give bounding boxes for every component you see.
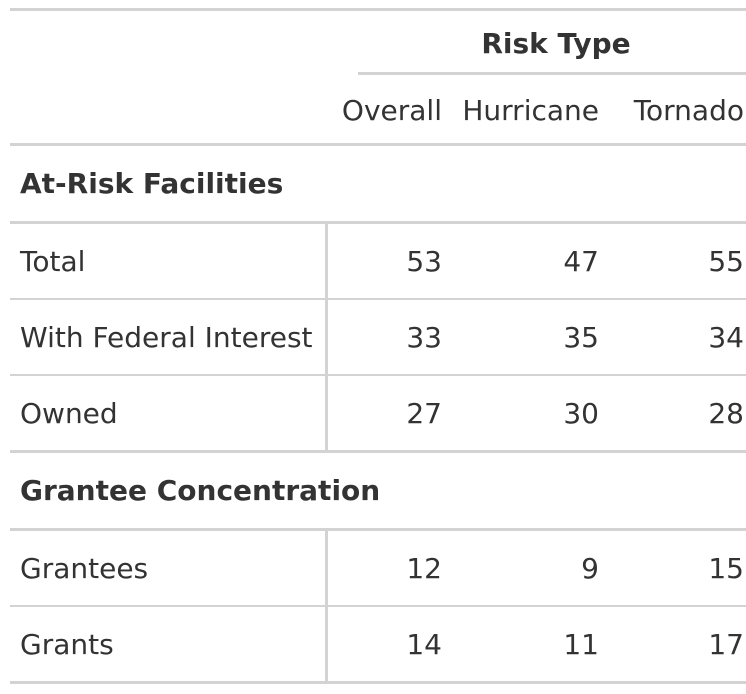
group-row: Grantee Concentration (10, 451, 746, 531)
cell-tornado: 55 (609, 222, 746, 300)
column-label-hurricane: Hurricane (452, 77, 609, 146)
column-labels-row: Overall Hurricane Tornado (10, 77, 746, 146)
table-row: Total 53 47 55 (10, 222, 746, 300)
column-spanner: Risk Type (326, 10, 746, 78)
cell-overall: 53 (326, 222, 452, 300)
risk-table: Risk Type Overall Hurricane Tornado At-R… (10, 8, 746, 684)
table-row: Owned 27 30 28 (10, 375, 746, 453)
table-row: Grantees 12 9 15 (10, 529, 746, 607)
cell-tornado: 28 (609, 375, 746, 453)
stub-column-label (10, 77, 326, 146)
row-label: With Federal Interest (10, 299, 328, 376)
cell-overall: 33 (326, 299, 452, 376)
cell-hurricane: 30 (452, 375, 609, 453)
table-row: With Federal Interest 33 35 34 (10, 299, 746, 376)
table-header: Risk Type Overall Hurricane Tornado (10, 10, 746, 146)
cell-overall: 14 (326, 606, 452, 684)
cell-hurricane: 11 (452, 606, 609, 684)
row-label: Owned (10, 375, 328, 453)
cell-overall: 27 (326, 375, 452, 453)
cell-hurricane: 47 (452, 222, 609, 300)
column-label-tornado: Tornado (609, 77, 746, 146)
cell-tornado: 15 (609, 529, 746, 607)
group-row: At-Risk Facilities (10, 144, 746, 224)
table-row: Grants 14 11 17 (10, 606, 746, 684)
cell-tornado: 34 (609, 299, 746, 376)
row-label: Grants (10, 606, 328, 684)
spanner-row: Risk Type (10, 10, 746, 78)
column-label-overall: Overall (326, 77, 452, 146)
spanner-label: Risk Type (358, 27, 746, 75)
group-label: At-Risk Facilities (10, 144, 746, 224)
data-table-container: Risk Type Overall Hurricane Tornado At-R… (10, 8, 746, 684)
table-body: At-Risk Facilities Total 53 47 55 With F… (10, 144, 746, 684)
group-label: Grantee Concentration (10, 451, 746, 531)
row-label: Grantees (10, 529, 328, 607)
cell-tornado: 17 (609, 606, 746, 684)
cell-overall: 12 (326, 529, 452, 607)
cell-hurricane: 35 (452, 299, 609, 376)
row-label: Total (10, 222, 328, 300)
cell-hurricane: 9 (452, 529, 609, 607)
stub-header (10, 10, 326, 78)
